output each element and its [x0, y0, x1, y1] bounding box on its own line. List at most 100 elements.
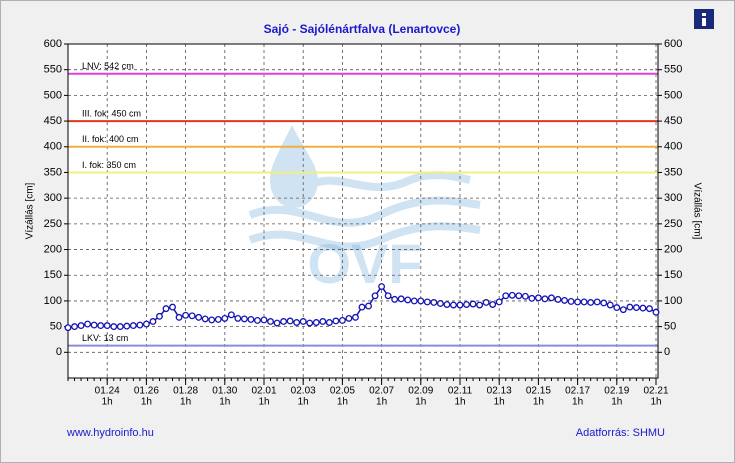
data-point — [267, 318, 274, 325]
reference-label: I. fok: 350 cm — [82, 160, 136, 170]
data-point — [182, 311, 190, 319]
x-tick-hour: 1h — [415, 397, 426, 408]
y-axis-label: Vízállás [cm] — [25, 182, 36, 239]
x-tick-hour: 1h — [650, 397, 661, 408]
data-point — [110, 323, 118, 331]
x-tick-hour: 1h — [219, 397, 230, 408]
data-point — [84, 320, 92, 328]
y2-tick-label: 600 — [664, 38, 682, 50]
y2-tick-label: 450 — [664, 115, 682, 127]
x-tick-label: 01.28 — [173, 386, 198, 397]
data-point — [534, 294, 542, 302]
info-icon-dot[interactable] — [702, 13, 706, 16]
y-tick-label: 500 — [44, 89, 62, 101]
reference-label: III. fok: 450 cm — [82, 108, 141, 118]
data-point — [129, 322, 137, 330]
data-point — [240, 315, 248, 323]
data-point — [378, 283, 386, 290]
data-point — [293, 319, 301, 326]
data-point — [162, 305, 170, 313]
data-point — [169, 303, 176, 311]
data-point — [188, 312, 196, 320]
y-tick-label: 100 — [44, 295, 62, 307]
x-tick-label: 02.05 — [330, 386, 355, 397]
data-point — [619, 306, 627, 314]
data-point — [515, 292, 523, 300]
data-point — [574, 298, 582, 306]
data-point — [90, 321, 98, 329]
data-point — [593, 298, 601, 306]
data-point — [541, 295, 549, 303]
x-tick-label: 02.19 — [604, 386, 629, 397]
data-point — [423, 298, 431, 306]
data-point — [632, 304, 640, 312]
data-point — [456, 301, 464, 309]
x-tick-label: 02.09 — [408, 386, 433, 397]
x-tick-label: 02.13 — [487, 386, 512, 397]
footer-source: Adatforrás: SHMU — [576, 427, 665, 439]
y2-tick-label: 400 — [664, 141, 682, 153]
y2-tick-label: 500 — [664, 89, 682, 101]
y-tick-label: 150 — [44, 269, 62, 281]
y-tick-label: 400 — [44, 141, 62, 153]
data-point — [77, 322, 85, 330]
y2-tick-label: 550 — [664, 64, 682, 76]
data-point — [286, 317, 294, 325]
x-tick-label: 01.30 — [212, 386, 237, 397]
data-point — [495, 298, 503, 306]
data-point — [371, 292, 379, 300]
y-tick-label: 600 — [44, 38, 62, 50]
data-point — [646, 305, 653, 313]
data-point — [156, 312, 163, 320]
data-point — [561, 296, 568, 304]
data-point — [103, 322, 111, 330]
data-point — [345, 314, 353, 322]
data-point — [613, 304, 621, 312]
x-tick-label: 02.21 — [643, 386, 668, 397]
x-tick-hour: 1h — [376, 397, 387, 408]
data-point — [149, 318, 157, 325]
data-point — [397, 295, 405, 303]
y2-tick-label: 200 — [664, 243, 682, 255]
y-tick-label: 300 — [44, 192, 62, 204]
data-point — [528, 294, 536, 302]
y2-tick-label: 0 — [664, 346, 670, 358]
data-point — [384, 292, 392, 300]
chart-title: Sajó - Sajólénártfalva (Lenartovce) — [264, 22, 461, 36]
info-icon-bar[interactable] — [702, 18, 706, 26]
y2-tick-label: 150 — [664, 269, 682, 281]
data-point — [606, 301, 614, 309]
x-tick-hour: 1h — [494, 397, 505, 408]
x-tick-hour: 1h — [454, 397, 465, 408]
data-point — [463, 301, 470, 308]
data-point — [201, 315, 209, 323]
data-point — [410, 297, 418, 305]
y-tick-label: 550 — [44, 64, 62, 76]
x-tick-hour: 1h — [337, 397, 348, 408]
x-tick-label: 02.17 — [565, 386, 590, 397]
data-point — [482, 299, 490, 306]
info-icon[interactable] — [694, 9, 714, 29]
data-point — [247, 315, 255, 323]
x-tick-hour: 1h — [180, 397, 191, 408]
data-point — [338, 316, 346, 324]
footer-link[interactable]: www.hydroinfo.hu — [66, 427, 154, 439]
y-tick-label: 200 — [44, 243, 62, 255]
x-tick-hour: 1h — [141, 397, 152, 408]
data-point — [567, 297, 575, 305]
data-point — [548, 294, 555, 302]
data-point — [417, 297, 425, 305]
data-point — [71, 323, 78, 331]
data-point — [476, 301, 484, 309]
data-point — [580, 298, 588, 306]
plot-area — [68, 44, 658, 378]
data-point — [554, 295, 562, 303]
y2-tick-label: 50 — [664, 321, 676, 333]
data-point — [221, 314, 229, 322]
data-point — [626, 303, 634, 311]
data-point — [64, 324, 72, 332]
data-point — [175, 313, 183, 321]
reference-label: LKV: 13 cm — [82, 333, 128, 343]
x-tick-label: 02.11 — [448, 386, 473, 397]
